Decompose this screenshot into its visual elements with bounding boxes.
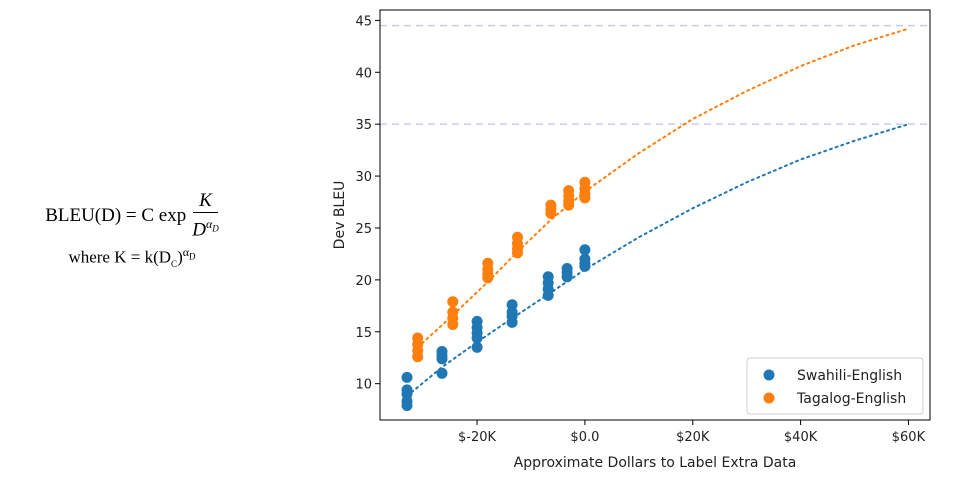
y-tick-label: 20	[355, 274, 372, 289]
formula-line-1: BLEU(D) = C exp K DαD	[12, 190, 252, 241]
y-tick-label: 30	[355, 170, 372, 185]
data-point-series-1	[545, 207, 557, 219]
y-tick-label: 25	[355, 222, 372, 237]
data-point-series-1	[482, 272, 494, 284]
fit-curve-1	[416, 27, 910, 349]
y-tick-label: 10	[355, 378, 372, 393]
line2-exp-symbol: α	[182, 245, 190, 260]
legend-label: Tagalog-English	[796, 391, 906, 407]
data-point-series-0	[436, 367, 448, 379]
denominator-base: D	[192, 219, 206, 241]
data-point-series-0	[471, 341, 483, 353]
x-tick-label: $0.0	[570, 430, 599, 445]
y-tick-label: 35	[355, 118, 372, 133]
formula-line-2-exponent: αD	[182, 245, 196, 262]
y-tick-label: 45	[355, 14, 372, 29]
denominator-exp-subscript: D	[212, 223, 219, 234]
denominator-exp-symbol: α	[205, 217, 213, 231]
data-point-series-1	[579, 192, 591, 204]
line2-exp-subscript: D	[189, 251, 196, 262]
data-point-series-0	[579, 244, 591, 256]
fit-curve-0	[406, 123, 910, 398]
data-point-series-0	[471, 332, 483, 344]
data-point-series-0	[506, 316, 518, 328]
formula-line-2-tail: )	[177, 247, 183, 267]
x-axis-label: Approximate Dollars to Label Extra Data	[514, 455, 797, 471]
formula-fraction: K DαD	[192, 190, 219, 241]
formula-line-2-subscript: C	[171, 259, 178, 270]
x-tick-label: $20K	[676, 430, 710, 445]
y-tick-label: 15	[355, 326, 372, 341]
formula-block: BLEU(D) = C exp K DαD where K = k(DC)αD	[12, 190, 252, 269]
legend-marker	[763, 392, 775, 404]
x-tick-label: $-20K	[458, 430, 497, 445]
data-point-series-0	[401, 400, 413, 411]
formula-numerator: K	[193, 190, 218, 213]
formula-line-2: where K = k(DC)αD	[12, 245, 252, 269]
data-point-series-1	[412, 351, 424, 363]
data-point-series-0	[401, 371, 413, 383]
legend-box	[746, 357, 924, 415]
formula-line-2-text: where K = k(D	[68, 247, 172, 267]
x-tick-label: $40K	[784, 430, 818, 445]
data-point-series-1	[563, 199, 575, 211]
y-axis-label: Dev BLEU	[332, 181, 348, 250]
data-point-series-1	[447, 319, 459, 330]
data-point-series-0	[561, 271, 573, 283]
y-tick-label: 40	[355, 66, 372, 81]
formula-denominator: DαD	[192, 213, 219, 241]
formula-lhs: BLEU(D) = C exp	[45, 204, 187, 226]
data-point-series-0	[436, 353, 448, 365]
denominator-exponent: αD	[205, 217, 219, 234]
legend: Swahili-English Tagalog-English	[746, 357, 924, 415]
data-point-series-1	[512, 247, 523, 259]
legend-marker	[763, 369, 775, 381]
plot-frame	[379, 9, 931, 421]
data-point-series-1	[447, 296, 459, 308]
data-point-series-0	[579, 260, 591, 272]
legend-label: Swahili-English	[797, 368, 902, 384]
data-point-series-0	[542, 289, 554, 301]
x-tick-label: $60K	[892, 430, 926, 445]
